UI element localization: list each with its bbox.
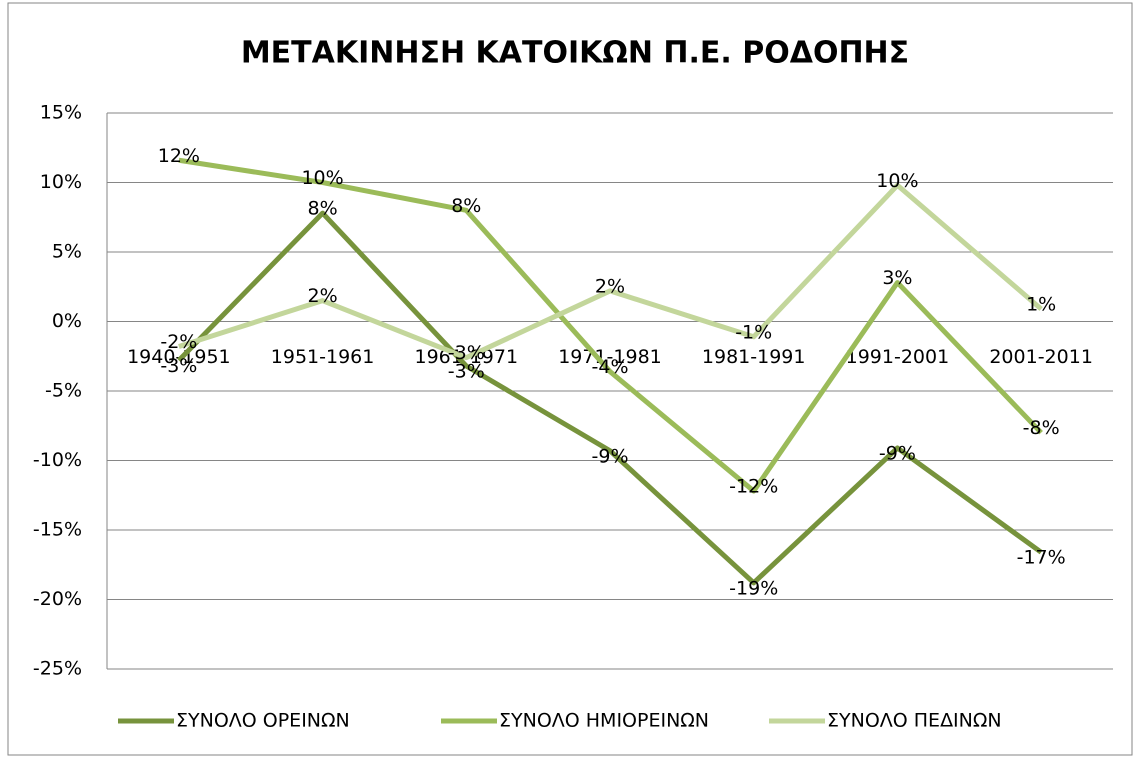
data-label: -2% [160, 331, 197, 353]
y-tick-label: -15% [33, 519, 82, 541]
data-label: 8% [451, 195, 481, 217]
y-tick-label: -10% [33, 449, 82, 471]
x-tick-label: 1991-2001 [846, 346, 950, 368]
data-label: -9% [592, 445, 629, 467]
y-tick-label: 0% [52, 310, 82, 332]
y-tick-label: 5% [52, 241, 82, 263]
x-tick-label: 2001-2011 [989, 346, 1093, 368]
legend-label: ΣΥΝΟΛΟ ΟΡΕΙΝΩΝ [176, 710, 350, 732]
data-label: 12% [158, 145, 200, 167]
x-tick-label: 1981-1991 [702, 346, 806, 368]
data-label: 8% [307, 198, 337, 220]
legend-label: ΣΥΝΟΛΟ ΗΜΙΟΡΕΙΝΩΝ [499, 710, 709, 732]
chart-title: ΜΕΤΑΚΙΝΗΣΗ ΚΑΤΟΙΚΩΝ Π.Ε. ΡΟΔΟΠΗΣ [241, 36, 909, 71]
data-label: -17% [1017, 547, 1066, 569]
data-label: -1% [735, 321, 772, 343]
data-label: 2% [595, 275, 625, 297]
data-label: -12% [729, 476, 778, 498]
data-label: 10% [301, 167, 343, 189]
y-tick-label: -25% [33, 658, 82, 680]
x-tick-label: 1951-1961 [271, 346, 375, 368]
x-tick-label: 1971-1981 [558, 346, 662, 368]
legend-label: ΣΥΝΟΛΟ ΠΕΔΙΝΩΝ [827, 710, 1002, 732]
series-line [178, 182, 1043, 361]
data-label: -8% [1023, 417, 1060, 439]
y-tick-label: -20% [33, 588, 82, 610]
data-label: 2% [307, 285, 337, 307]
data-label: 10% [876, 170, 918, 192]
data-label: -3% [448, 360, 485, 382]
data-label: -9% [879, 442, 916, 464]
data-label: 1% [1026, 293, 1056, 315]
data-label: 3% [882, 267, 912, 289]
data-label: -4% [592, 356, 629, 378]
data-label: -3% [448, 342, 485, 364]
chart-border [7, 2, 1133, 756]
y-tick-label: -5% [45, 380, 82, 402]
y-tick-label: 10% [40, 171, 82, 193]
data-label: -19% [729, 577, 778, 599]
series-line [177, 210, 1043, 586]
y-tick-label: 15% [40, 102, 82, 124]
series-line [178, 157, 1043, 494]
data-label: -3% [160, 355, 197, 377]
